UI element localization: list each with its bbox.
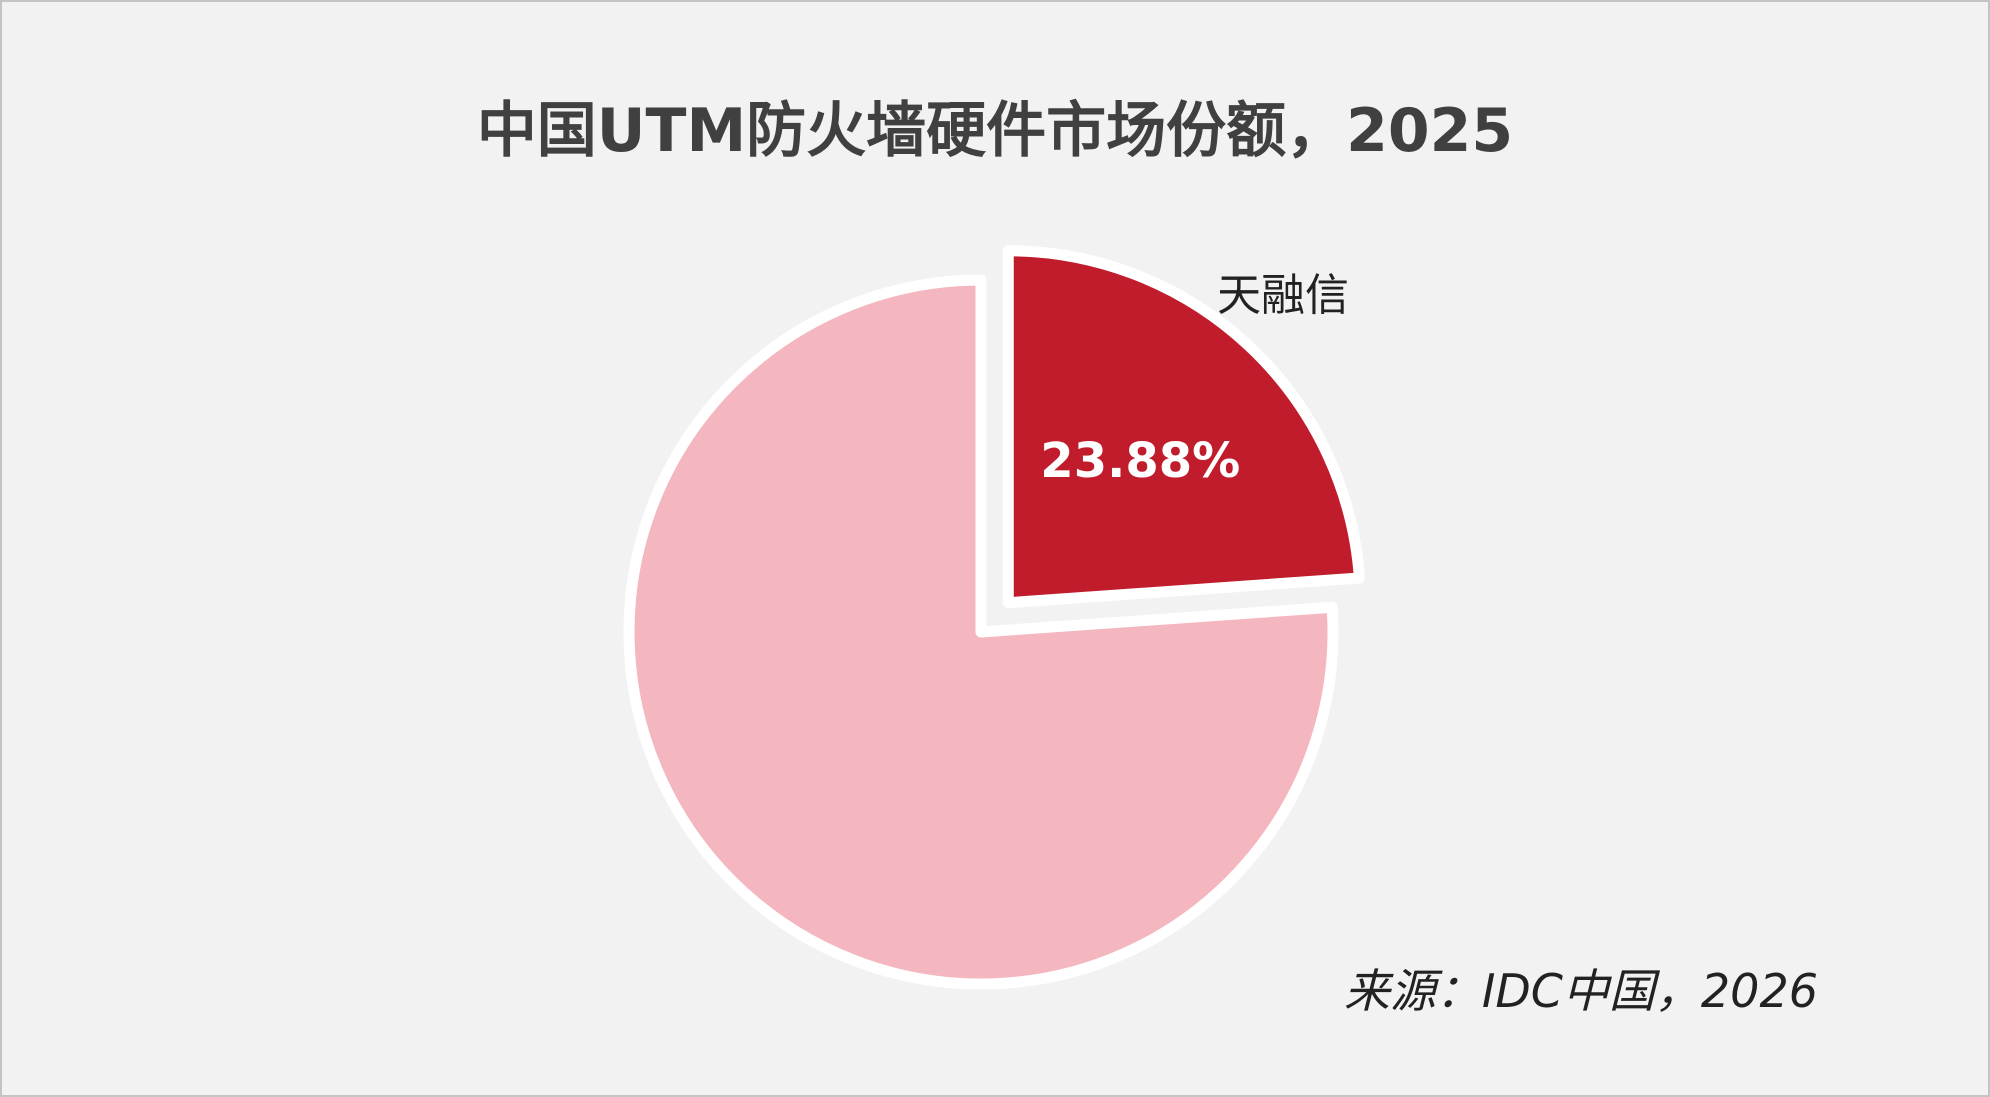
- category-label-0: 天融信: [1217, 270, 1349, 321]
- pie-slice-0: [1002, 245, 1365, 609]
- pie-slice-1: [623, 274, 1339, 990]
- source-note: 来源：IDC中国，2026: [1343, 964, 1818, 1018]
- data-label-0: 23.88%: [1040, 433, 1240, 489]
- chart-title: 中国UTM防火墙硬件市场份额，2025: [476, 96, 1514, 166]
